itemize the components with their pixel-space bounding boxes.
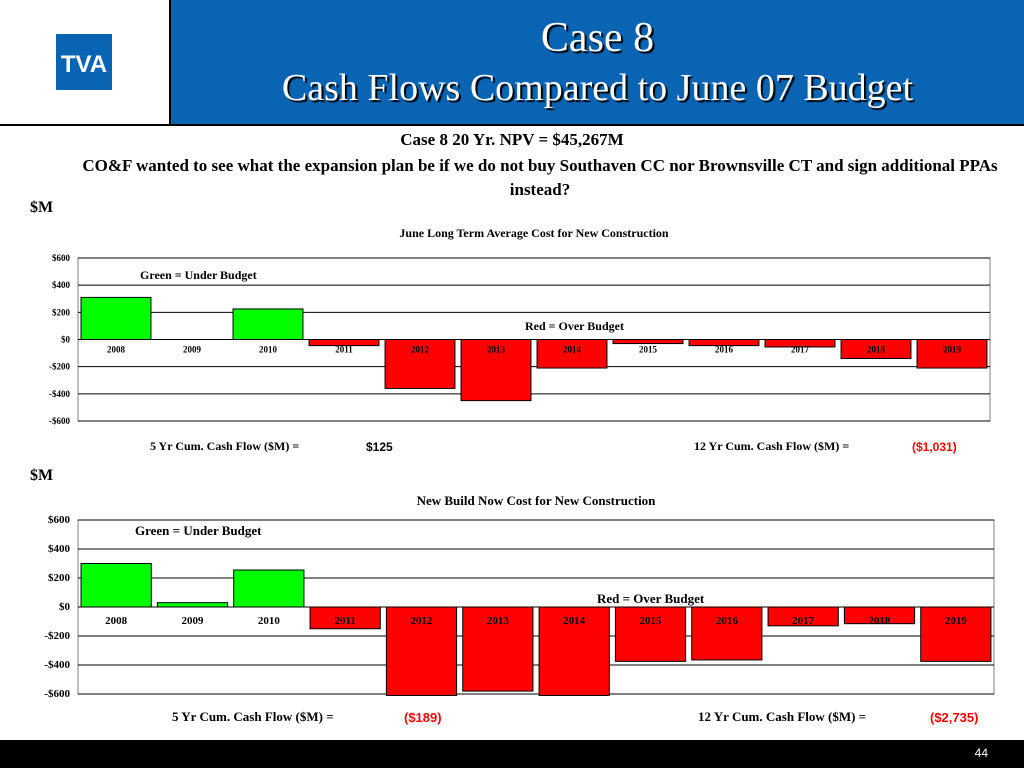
y-tick-label: $600: [48, 514, 71, 526]
chart-title: New Build Now Cost for New Construction: [417, 493, 657, 508]
x-tick-label: 2016: [715, 345, 734, 355]
slide-header: TVA Case 8 Cash Flows Compared to June 0…: [0, 0, 1024, 126]
twelve-year-label: 12 Yr Cum. Cash Flow ($M) =: [694, 439, 849, 453]
bar-2008: [80, 296, 152, 340]
x-tick-label: 2019: [945, 615, 968, 627]
y-tick-label: $0: [61, 335, 71, 345]
y-tick-label: $200: [52, 307, 71, 317]
x-tick-label: 2014: [563, 615, 586, 627]
bar-2018: [840, 339, 912, 360]
under-budget-note: Green = Under Budget: [140, 268, 257, 282]
footer-bar: 44: [0, 740, 1024, 768]
x-tick-label: 2012: [411, 615, 434, 627]
bar-2019: [920, 606, 992, 662]
bar-2011: [308, 339, 380, 347]
bar-2010: [232, 308, 304, 340]
bar-2013: [462, 606, 534, 692]
npv-summary: Case 8 20 Yr. NPV = $45,267M: [400, 130, 624, 149]
bar-2011: [309, 606, 381, 630]
x-tick-label: 2015: [640, 615, 663, 627]
bar-2017: [767, 606, 839, 627]
y-tick-label: -$200: [49, 362, 70, 372]
x-tick-label: 2018: [869, 615, 892, 627]
twelve-year-value: ($2,735): [930, 710, 978, 725]
x-tick-label: 2016: [716, 615, 739, 627]
x-tick-label: 2010: [258, 615, 281, 627]
x-tick-label: 2011: [335, 345, 353, 355]
y-tick-label: $200: [48, 572, 71, 584]
bar-2019: [916, 339, 988, 369]
bar-2016: [691, 606, 763, 661]
x-tick-label: 2015: [639, 345, 658, 355]
y-tick-label: -$600: [49, 416, 70, 426]
five-year-value: $125: [366, 440, 393, 454]
title-bar: Case 8 Cash Flows Compared to June 07 Bu…: [171, 0, 1024, 124]
bar-2009: [156, 602, 229, 608]
x-tick-label: 2009: [183, 345, 202, 355]
y-tick-label: $400: [52, 280, 71, 290]
charts-canvas: June Long Term Average Cost for New Cons…: [44, 226, 995, 725]
x-tick-label: 2009: [182, 615, 205, 627]
y-tick-label: $400: [48, 543, 71, 555]
bar-2018: [843, 606, 916, 625]
y-tick-label: -$400: [44, 659, 70, 671]
x-tick-label: 2013: [487, 345, 506, 355]
under-budget-note: Green = Under Budget: [135, 523, 262, 538]
tva-logo: TVA: [56, 34, 112, 90]
five-year-value: ($189): [404, 710, 442, 725]
unit-label: $M: [30, 467, 54, 484]
y-tick-label: -$400: [49, 389, 70, 399]
y-tick-label: -$200: [44, 630, 70, 642]
five-year-label: 5 Yr Cum. Cash Flow ($M) =: [172, 709, 334, 724]
chart-title: June Long Term Average Cost for New Cons…: [399, 226, 669, 240]
x-tick-label: 2011: [334, 615, 355, 627]
bar-2014: [538, 606, 610, 696]
logo-panel: TVA: [0, 0, 171, 124]
header-divider: [0, 124, 1024, 126]
five-year-label: 5 Yr Cum. Cash Flow ($M) =: [150, 439, 299, 453]
over-budget-note: Red = Over Budget: [597, 591, 705, 606]
bar-2012: [384, 339, 456, 389]
x-tick-label: 2018: [867, 345, 886, 355]
x-tick-label: 2019: [943, 345, 962, 355]
twelve-year-label: 12 Yr Cum. Cash Flow ($M) =: [698, 709, 866, 724]
over-budget-note: Red = Over Budget: [525, 319, 624, 333]
y-tick-label: $600: [52, 253, 71, 263]
slide-title: Case 8: [540, 15, 655, 61]
x-tick-label: 2008: [105, 615, 128, 627]
x-tick-label: 2017: [791, 345, 810, 355]
bar-2015: [612, 339, 684, 345]
y-tick-label: -$600: [44, 688, 70, 700]
bar-2016: [688, 339, 760, 347]
slide-subtitle: Cash Flows Compared to June 07 Budget: [281, 67, 914, 109]
unit-label: $M: [30, 199, 54, 216]
x-tick-label: 2008: [107, 345, 126, 355]
x-tick-label: 2010: [259, 345, 278, 355]
svg-text:TVA: TVA: [61, 51, 107, 78]
x-tick-label: 2014: [563, 345, 582, 355]
bar-2010: [233, 569, 305, 608]
bar-2013: [460, 339, 532, 402]
y-tick-label: $0: [59, 601, 71, 613]
bar-2008: [80, 563, 152, 608]
bar-2014: [536, 339, 608, 369]
scenario-question: CO&F wanted to see what the expansion pl…: [82, 156, 998, 199]
x-tick-label: 2012: [411, 345, 430, 355]
bar-2017: [764, 339, 836, 348]
x-tick-label: 2013: [487, 615, 510, 627]
x-tick-label: 2017: [792, 615, 815, 627]
page-number: 44: [974, 746, 988, 760]
bar-2015: [614, 606, 687, 662]
twelve-year-value: ($1,031): [912, 440, 957, 454]
bar-2012: [385, 606, 458, 696]
